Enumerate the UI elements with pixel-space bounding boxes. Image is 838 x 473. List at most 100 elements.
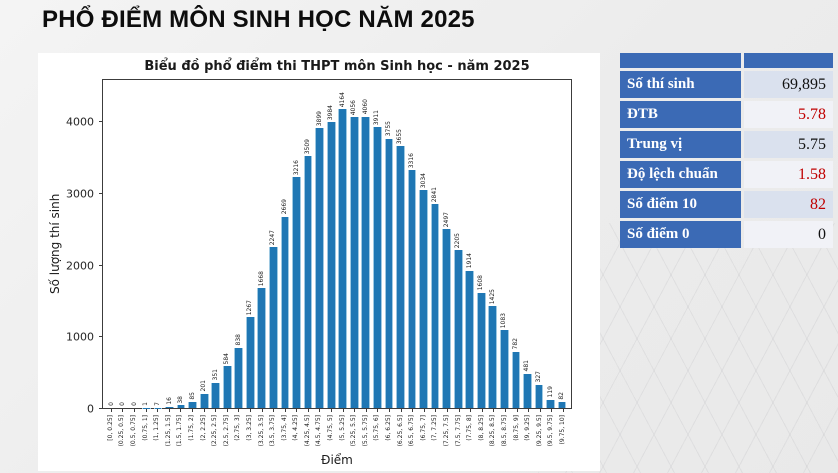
bar-slot: 351 (210, 80, 222, 408)
stats-header-cell (744, 53, 833, 68)
bar-value-label: 3655 (396, 128, 404, 144)
x-tick-label: (7.5, 7.75] (454, 415, 462, 447)
x-tick-mark (481, 409, 483, 412)
stats-value: 69,895 (744, 71, 833, 98)
bar (153, 407, 163, 408)
bar (176, 405, 186, 408)
bar-value-label: 3755 (384, 121, 392, 137)
y-tick-mark (99, 336, 103, 338)
x-tick-slot: (8.75, 9] (511, 409, 523, 454)
bar-value-label: 327 (535, 371, 542, 383)
x-tick-label: (4.75, 5] (327, 415, 335, 441)
x-tick-mark (319, 409, 321, 412)
x-tick-slot: (1, 1.25] (151, 409, 163, 454)
bar-value-label: 0 (119, 402, 127, 406)
bar (234, 347, 244, 408)
x-tick-slot: (2.75, 3] (233, 409, 245, 454)
x-tick-label: (9.5, 9.75] (547, 415, 555, 447)
x-tick-label: [0, 0.25] (106, 415, 114, 441)
bar (222, 366, 232, 408)
x-tick-label: (9, 9.25] (524, 415, 532, 441)
x-tick-label: (8, 8.25] (477, 415, 485, 441)
bar-slot: 3984 (325, 80, 337, 408)
x-tick-label: (2.5, 2.75] (222, 415, 230, 447)
bar (188, 401, 197, 408)
bar (476, 292, 486, 408)
x-tick-label: (1.25, 1.5] (164, 415, 172, 447)
x-tick-slot: (5.25, 5.5] (348, 409, 360, 454)
bar-value-label: 119 (546, 386, 554, 398)
bar-value-label: 2205 (454, 232, 462, 248)
x-tick-slot: (6.25, 6.5] (395, 409, 407, 454)
x-tick-slot: (5.5, 5.75] (360, 409, 372, 454)
bar-value-label: 351 (211, 369, 219, 381)
x-tick-slot: (2.25, 2.5] (209, 409, 221, 454)
bar (372, 127, 382, 408)
bar-slot: 7 (152, 80, 164, 408)
stats-label: Số điểm 10 (620, 191, 741, 218)
bar-slot: 85 (187, 80, 199, 408)
x-tick-label: (3, 3.25] (245, 415, 253, 441)
x-tick-mark (110, 409, 112, 412)
bar-slot: 4164 (337, 80, 349, 408)
x-tick-slot: (3, 3.25] (244, 409, 256, 454)
bar-value-label: 3509 (304, 139, 312, 155)
stats-value: 0 (744, 221, 833, 248)
bar-slot: 1083 (499, 80, 511, 408)
x-tick-slot: (9.5, 9.75] (546, 409, 558, 454)
x-tick-slot: (8.25, 8.5] (488, 409, 500, 454)
x-tick-label: (2, 2.25] (199, 415, 207, 441)
bar-value-label: 4164 (338, 92, 346, 108)
x-tick-slot: (9, 9.25] (522, 409, 534, 454)
x-tick-mark (145, 409, 147, 412)
x-tick-label: (4.5, 4.75] (315, 415, 323, 447)
y-tick-mark (99, 121, 103, 123)
x-tick-label: (5, 5.25] (338, 415, 346, 441)
x-tick-label: (0.75, 1] (141, 415, 149, 441)
x-tick-slot: (7.75, 8] (464, 409, 476, 454)
bar (430, 204, 440, 408)
bar-value-label: 838 (234, 334, 242, 346)
x-tick-mark (493, 409, 495, 412)
bar (349, 117, 359, 408)
x-tick-slot: (0.75, 1] (140, 409, 152, 454)
bar-slot: 2669 (279, 80, 291, 408)
bar (199, 393, 209, 408)
bar-value-label: 38 (177, 395, 185, 404)
bar-slot: 3316 (406, 80, 418, 408)
bar (557, 402, 567, 408)
bar-value-label: 1914 (465, 253, 473, 269)
score-distribution-chart: Biểu đồ phổ điểm thi THPT môn Sinh học -… (38, 53, 600, 471)
bar-slot: 4060 (360, 80, 372, 408)
x-tick-slot: (0.5, 0.75] (128, 409, 140, 454)
bar-slot: 4056 (348, 80, 360, 408)
x-tick-label: (5.75, 6] (373, 415, 381, 441)
chart-title: Biểu đồ phổ điểm thi THPT môn Sinh học -… (144, 59, 530, 74)
y-tick-label: 3000 (66, 187, 94, 201)
x-axis-label: Điểm (321, 453, 353, 467)
stats-label: ĐTB (620, 101, 741, 128)
bar (384, 138, 394, 408)
x-tick-slot: (4.75, 5] (325, 409, 337, 454)
bar (499, 330, 509, 408)
x-tick-slot: (1.25, 1.5] (163, 409, 175, 454)
bar (257, 288, 267, 408)
stats-label: Trung vị (620, 131, 741, 158)
bar-slot: 0 (106, 80, 118, 408)
bar-slot: 0 (118, 80, 130, 408)
x-tick-mark (331, 409, 333, 412)
x-tick-mark (273, 409, 275, 412)
x-tick-slot: (3.75, 4] (279, 409, 291, 454)
bar (534, 384, 544, 408)
x-tick-slot: (2, 2.25] (198, 409, 210, 454)
y-tick-label: 2000 (66, 259, 94, 273)
bar-value-label: 4060 (361, 99, 369, 115)
bar-value-label: 1083 (500, 313, 508, 329)
bar-value-label: 4056 (350, 99, 358, 116)
x-tick-mark (377, 409, 379, 412)
bar-value-label: 2669 (280, 199, 288, 215)
x-tick-label: (6.5, 6.75] (408, 415, 416, 447)
x-tick-slot: (7.5, 7.75] (453, 409, 465, 454)
bar-value-label: 2497 (442, 211, 450, 227)
x-tick-mark (191, 409, 193, 412)
